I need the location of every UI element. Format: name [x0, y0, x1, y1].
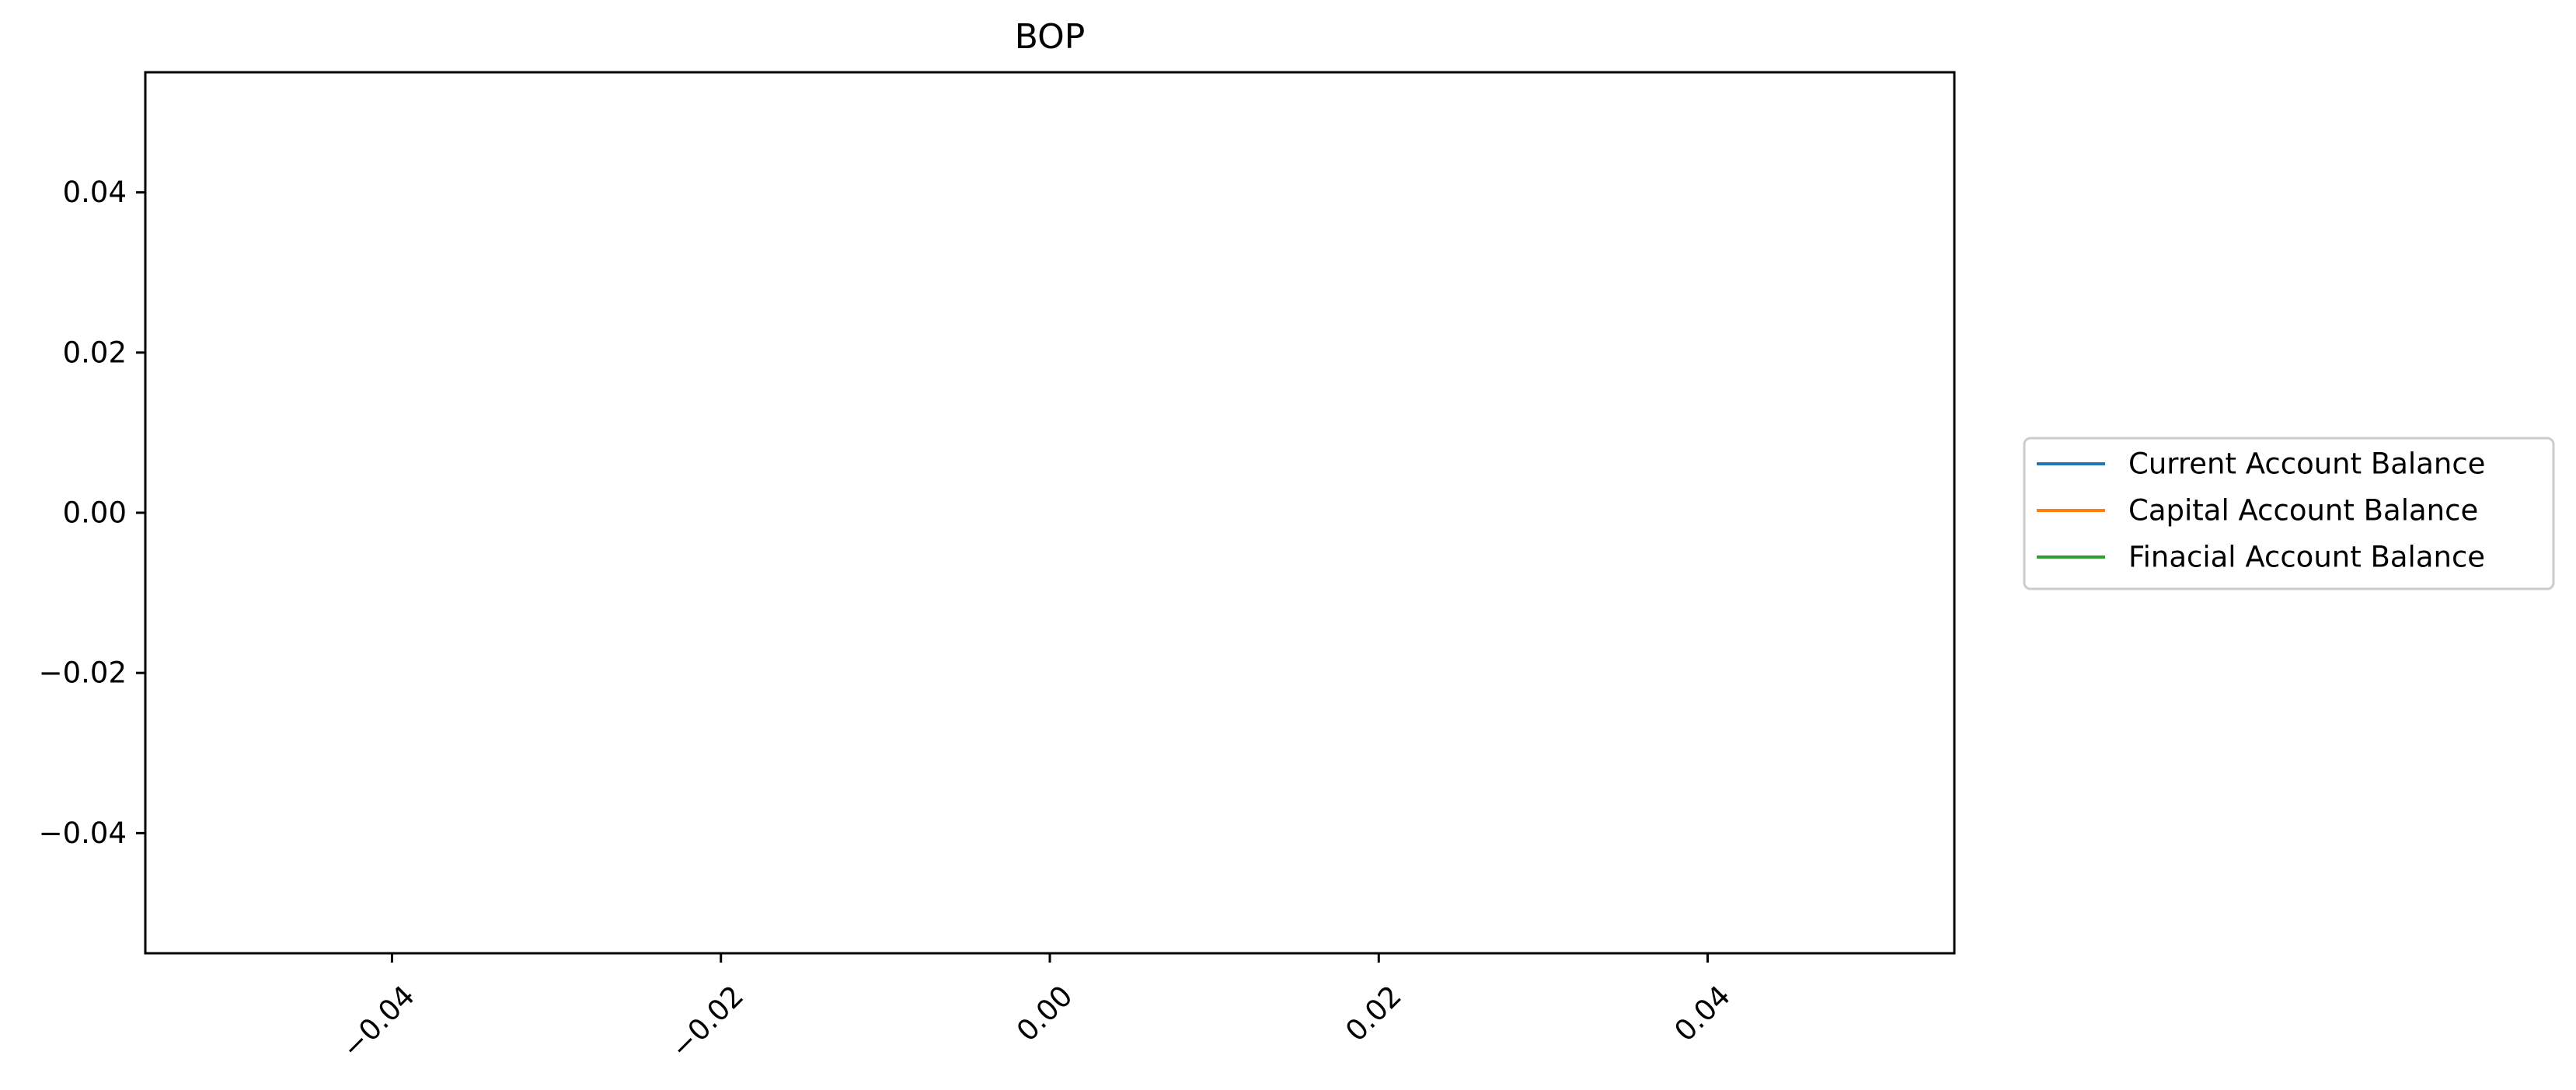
- y-tick-label: −0.04: [39, 817, 127, 850]
- y-tick-label: −0.02: [39, 656, 127, 690]
- legend-label: Current Account Balance: [2128, 447, 2485, 481]
- legend: Current Account Balance Capital Account B…: [2023, 437, 2555, 590]
- y-tick-label: 0.04: [63, 176, 127, 209]
- y-tick-label: 0.00: [63, 496, 127, 530]
- y-tick-label: 0.02: [63, 336, 127, 369]
- chart-title: BOP: [1015, 17, 1086, 57]
- legend-label: Capital Account Balance: [2128, 494, 2478, 528]
- legend-label: Finacial Account Balance: [2128, 541, 2485, 574]
- legend-box: [2023, 437, 2555, 590]
- y-axis: 0.04 0.02 0.00 −0.02 −0.04: [39, 176, 145, 850]
